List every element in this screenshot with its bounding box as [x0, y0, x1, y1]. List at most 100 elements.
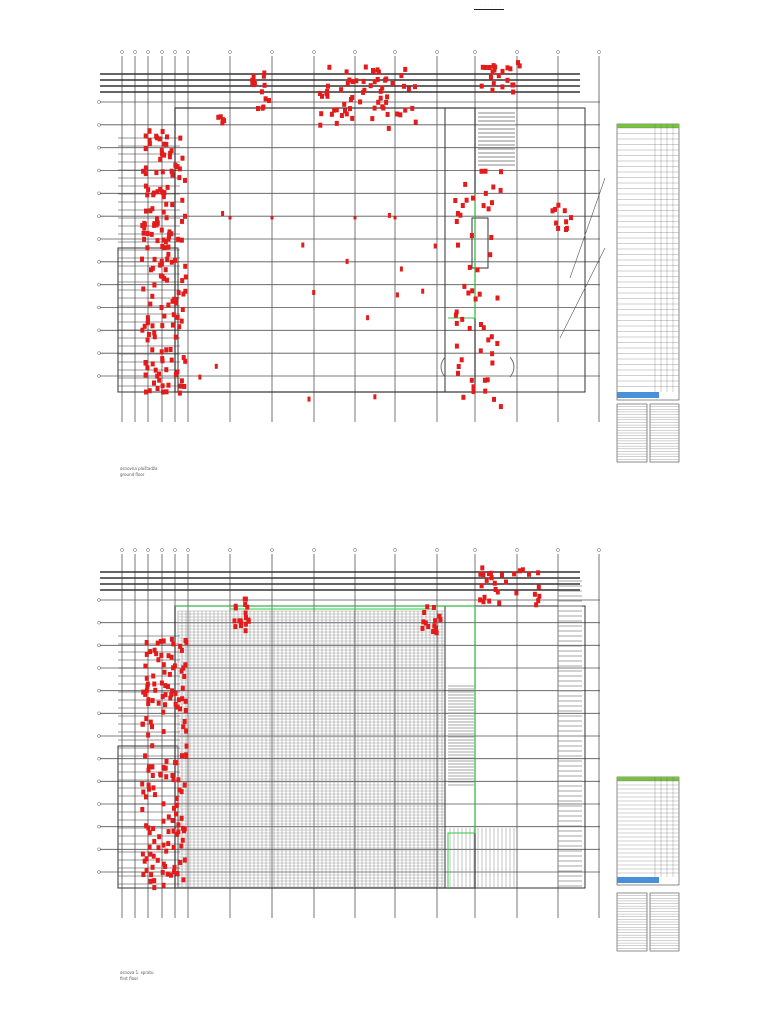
equipment-marker — [237, 618, 242, 624]
equipment-marker — [154, 170, 159, 176]
equipment-marker — [182, 719, 187, 724]
equipment-marker — [170, 818, 175, 823]
equipment-marker — [165, 134, 169, 140]
equipment-marker — [402, 83, 406, 89]
equipment-marker — [177, 787, 182, 793]
equipment-marker — [312, 290, 316, 295]
equipment-marker — [511, 89, 516, 95]
equipment-marker — [485, 377, 490, 383]
equipment-marker — [372, 79, 377, 85]
equipment-marker — [184, 639, 189, 645]
equipment-marker — [161, 190, 166, 196]
legend-table-top — [616, 123, 680, 463]
equipment-marker — [160, 274, 165, 280]
ground-floor-label-local: osnovna ploštadža — [120, 466, 158, 471]
equipment-marker — [550, 208, 555, 214]
equipment-marker — [160, 694, 165, 699]
equipment-marker — [183, 358, 188, 364]
equipment-marker — [172, 805, 176, 811]
grid-row-bubble — [97, 847, 101, 852]
equipment-marker — [142, 323, 147, 329]
equipment-marker — [156, 700, 161, 706]
equipment-marker — [221, 117, 225, 123]
equipment-marker — [256, 106, 260, 111]
ground-floor-label: osnovna ploštadža ground floor — [120, 466, 157, 478]
grid-row-bubble — [97, 145, 101, 150]
equipment-marker — [149, 231, 154, 237]
equipment-marker — [140, 721, 145, 727]
equipment-marker — [483, 65, 488, 70]
equipment-marker — [564, 219, 569, 225]
equipment-marker — [489, 74, 493, 80]
equipment-marker — [165, 871, 170, 877]
equipment-marker — [434, 630, 439, 636]
equipment-marker — [214, 363, 218, 369]
equipment-marker — [454, 320, 459, 326]
equipment-marker — [342, 101, 347, 107]
equipment-marker — [246, 618, 251, 624]
equipment-marker — [152, 838, 157, 844]
equipment-marker — [145, 681, 150, 687]
equipment-marker — [166, 251, 171, 257]
equipment-marker — [148, 878, 153, 884]
equipment-marker — [498, 404, 503, 410]
equipment-marker — [162, 669, 167, 675]
equipment-marker — [173, 334, 178, 340]
equipment-marker — [176, 777, 181, 783]
equipment-marker — [160, 169, 165, 175]
fire-zone-boundary — [448, 193, 476, 319]
east-block-outline — [444, 605, 586, 889]
equipment-marker — [399, 266, 403, 272]
equipment-marker — [183, 708, 188, 713]
equipment-marker — [484, 577, 489, 583]
equipment-marker — [339, 87, 344, 93]
equipment-marker — [482, 377, 487, 383]
equipment-marker — [486, 206, 491, 212]
equipment-marker — [165, 277, 169, 283]
equipment-marker — [177, 175, 182, 181]
ground-floor-plan — [97, 50, 606, 422]
equipment-marker — [163, 683, 168, 689]
equipment-marker — [403, 66, 408, 72]
grid-row-bubble — [97, 824, 101, 829]
grid-row-bubble — [97, 282, 101, 287]
equipment-marker — [184, 754, 189, 759]
equipment-marker — [142, 236, 147, 242]
equipment-marker — [466, 290, 471, 296]
equipment-marker — [438, 617, 443, 623]
grid-row-bubble — [97, 802, 101, 806]
equipment-marker — [375, 77, 380, 82]
equipment-marker — [537, 593, 542, 599]
equipment-marker — [500, 68, 505, 74]
equipment-marker — [489, 334, 494, 340]
equipment-marker — [158, 156, 163, 162]
equipment-marker — [157, 136, 162, 142]
equipment-marker — [171, 777, 176, 783]
equipment-marker — [181, 724, 186, 730]
equipment-marker — [489, 575, 494, 581]
equipment-marker — [148, 301, 153, 307]
equipment-marker — [180, 197, 185, 203]
equipment-marker — [163, 267, 168, 273]
equipment-marker — [536, 570, 541, 576]
equipment-marker — [564, 225, 569, 231]
equipment-marker — [172, 864, 177, 870]
equipment-marker — [243, 621, 248, 627]
equipment-marker — [179, 789, 184, 795]
grid-column-bubble — [353, 548, 357, 552]
equipment-marker — [168, 347, 173, 352]
grid-column-bubble — [270, 548, 274, 552]
equipment-marker — [184, 728, 189, 734]
equipment-marker — [161, 237, 166, 243]
equipment-marker — [143, 691, 148, 697]
equipment-marker — [167, 232, 171, 238]
equipment-marker — [143, 165, 148, 171]
equipment-marker — [173, 372, 178, 378]
equipment-marker — [145, 231, 150, 236]
equipment-marker — [144, 868, 149, 874]
equipment-marker — [166, 684, 170, 690]
equipment-marker — [155, 857, 160, 863]
equipment-marker — [152, 380, 156, 386]
equipment-marker — [422, 610, 427, 615]
